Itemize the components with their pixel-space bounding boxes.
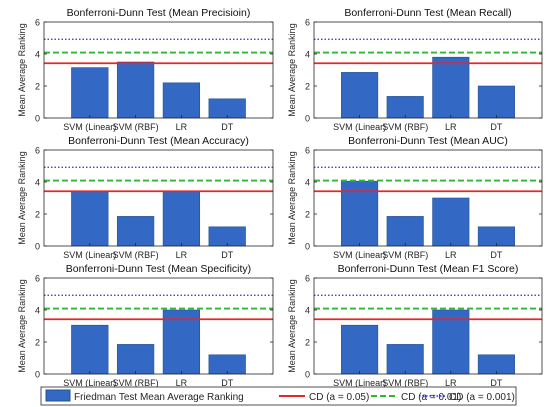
bar <box>386 96 424 119</box>
bar <box>116 344 155 375</box>
y-axis-label: Mean Average Ranking <box>287 23 297 116</box>
bar <box>341 72 379 119</box>
x-tick-label: DT <box>221 378 233 388</box>
x-tick-label: SVM (RBF) <box>382 122 428 132</box>
bar <box>162 82 201 119</box>
y-tick-label: 6 <box>305 146 310 156</box>
bar <box>116 216 155 247</box>
chart-panel: 0 2 4 6 SVM (Linear)SVM (RBF) LR DT Bonferroni-… <box>287 135 543 260</box>
bar <box>71 324 109 375</box>
y-tick-label: 6 <box>35 146 40 156</box>
bar <box>71 67 109 119</box>
y-tick-label: 4 <box>305 50 310 60</box>
y-tick-label: 2 <box>35 210 40 220</box>
legend-label-cd005: CD (a = 0.05) <box>309 392 369 403</box>
bar <box>386 216 424 247</box>
y-tick-label: 2 <box>305 338 310 348</box>
x-tick-label: SVM (RBF) <box>113 378 159 388</box>
y-tick-label: 4 <box>305 178 310 188</box>
y-tick-label: 6 <box>35 274 40 284</box>
y-tick-label: 0 <box>305 242 310 252</box>
legend-bar-swatch <box>45 389 71 402</box>
y-tick-label: 4 <box>35 50 40 60</box>
x-tick-label: SVM (Linear) <box>333 250 386 260</box>
chart-title: Bonferroni-Dunn Test (Mean Accuracy) <box>68 135 249 147</box>
x-tick-label: SVM (Linear) <box>63 378 116 388</box>
x-tick-label: LR <box>445 250 457 260</box>
y-tick-label: 6 <box>305 18 310 28</box>
chart-title: Bonferroni-Dunn Test (Mean AUC) <box>348 135 508 147</box>
x-tick-label: LR <box>176 378 188 388</box>
y-tick-label: 0 <box>35 370 40 380</box>
y-tick-label: 2 <box>35 338 40 348</box>
bar <box>162 309 201 375</box>
chart-title: Bonferroni-Dunn Test (Mean Specificity) <box>66 263 251 275</box>
axes-box <box>43 21 274 119</box>
x-tick-label: SVM (RBF) <box>113 122 159 132</box>
chart-title: Bonferroni-Dunn Test (Mean Precisioin) <box>67 7 251 19</box>
legend-label-cd001: CD (a = 0.01) <box>401 392 461 403</box>
axes-box <box>313 149 543 247</box>
y-axis-label: Mean Average Ranking <box>17 23 27 116</box>
bar <box>432 197 470 247</box>
axes-box <box>43 277 274 375</box>
legend-label-cd0001: CD (a = 0.001) <box>449 392 515 403</box>
bar <box>432 56 470 119</box>
y-axis-label: Mean Average Ranking <box>287 279 297 372</box>
axes-box <box>313 21 543 119</box>
legend-label-friedman: Friedman Test Mean Average Ranking <box>74 392 244 403</box>
y-tick-label: 4 <box>35 306 40 316</box>
y-tick-label: 0 <box>35 242 40 252</box>
x-tick-label: DT <box>490 122 502 132</box>
x-tick-label: DT <box>490 378 502 388</box>
y-tick-label: 2 <box>35 82 40 92</box>
chart-panel: 0 2 4 6 SVM (Linear)SVM (RBF) LR DT Bonferroni-… <box>17 263 274 388</box>
y-tick-label: 4 <box>305 306 310 316</box>
y-tick-label: 4 <box>35 178 40 188</box>
y-axis-label: Mean Average Ranking <box>17 151 27 244</box>
x-tick-label: LR <box>176 250 188 260</box>
bar <box>162 190 201 247</box>
y-tick-label: 6 <box>35 18 40 28</box>
chart-title: Bonferroni-Dunn Test (Mean Recall) <box>344 7 511 19</box>
y-tick-label: 2 <box>305 82 310 92</box>
x-tick-label: SVM (RBF) <box>113 250 159 260</box>
bar <box>341 324 379 375</box>
bar <box>477 85 515 119</box>
x-tick-label: SVM (RBF) <box>382 250 428 260</box>
bar <box>116 61 155 119</box>
x-tick-label: LR <box>445 378 457 388</box>
axes-box <box>313 277 543 375</box>
x-tick-label: SVM (Linear) <box>333 122 386 132</box>
chart-panel: 0 2 4 6 SVM (Linear)SVM (RBF) LR DT Bonferroni-… <box>17 7 274 132</box>
bar <box>386 344 424 375</box>
x-tick-label: DT <box>221 250 233 260</box>
axes-box <box>43 149 274 247</box>
x-tick-label: DT <box>490 250 502 260</box>
y-tick-label: 2 <box>305 210 310 220</box>
x-tick-label: SVM (Linear) <box>333 378 386 388</box>
y-axis-label: Mean Average Ranking <box>287 151 297 244</box>
chart-panel: 0 2 4 6 SVM (Linear)SVM (RBF) LR DT Bonferroni-… <box>17 135 274 260</box>
y-axis-label: Mean Average Ranking <box>17 279 27 372</box>
y-tick-label: 6 <box>305 274 310 284</box>
chart-panel: 0 2 4 6 SVM (Linear)SVM (RBF) LR DT Bonferroni-… <box>287 263 543 388</box>
x-tick-label: LR <box>176 122 188 132</box>
chart-title: Bonferroni-Dunn Test (Mean F1 Score) <box>338 263 519 275</box>
x-tick-label: SVM (RBF) <box>382 378 428 388</box>
legend: Friedman Test Mean Average Ranking CD (a… <box>40 386 517 406</box>
x-tick-label: SVM (Linear) <box>63 250 116 260</box>
y-tick-label: 0 <box>35 114 40 124</box>
x-tick-label: DT <box>221 122 233 132</box>
x-tick-label: LR <box>445 122 457 132</box>
legend-frame <box>40 386 517 406</box>
bar <box>71 190 109 247</box>
y-tick-label: 0 <box>305 114 310 124</box>
y-tick-label: 0 <box>305 370 310 380</box>
x-tick-label: SVM (Linear) <box>63 122 116 132</box>
chart-panel: 0 2 4 6 SVM (Linear)SVM (RBF) LR DT Bonferroni-… <box>287 7 543 132</box>
